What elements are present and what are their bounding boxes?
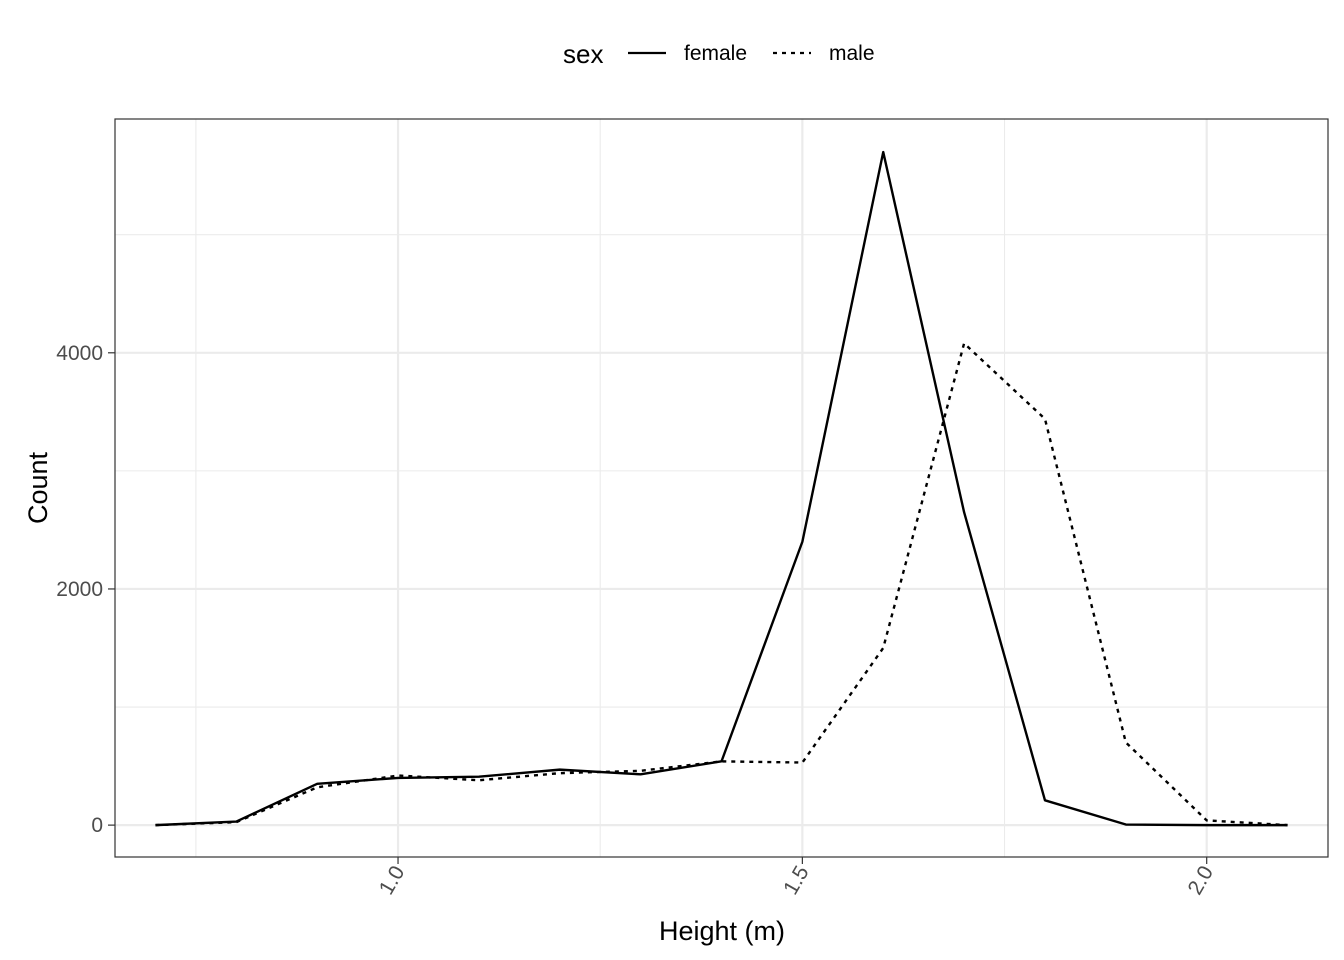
y-axis: 0 2000 4000 bbox=[56, 342, 115, 837]
x-axis: 1.0 1.5 2.0 bbox=[375, 857, 1218, 899]
y-tick-label: 2000 bbox=[56, 578, 103, 601]
y-tick-label: 0 bbox=[91, 814, 103, 837]
panel-background bbox=[115, 119, 1328, 857]
panel-border bbox=[114, 118, 1329, 858]
y-tick-label: 4000 bbox=[56, 342, 103, 365]
x-tick-label: 1.0 bbox=[375, 862, 410, 899]
legend-label-male: male bbox=[829, 42, 875, 65]
x-axis-title: Height (m) bbox=[659, 916, 785, 946]
series-line-female bbox=[155, 150, 1288, 827]
y-axis-title: Count bbox=[23, 451, 53, 524]
legend: sex female male bbox=[563, 39, 875, 69]
legend-label-female: female bbox=[684, 42, 747, 65]
grid-minor bbox=[115, 119, 1328, 857]
legend-title: sex bbox=[563, 39, 603, 69]
plot-panel bbox=[114, 118, 1329, 858]
x-tick-label: 1.5 bbox=[779, 862, 814, 899]
series-layer bbox=[155, 150, 1288, 827]
x-tick-label: 2.0 bbox=[1184, 862, 1219, 899]
